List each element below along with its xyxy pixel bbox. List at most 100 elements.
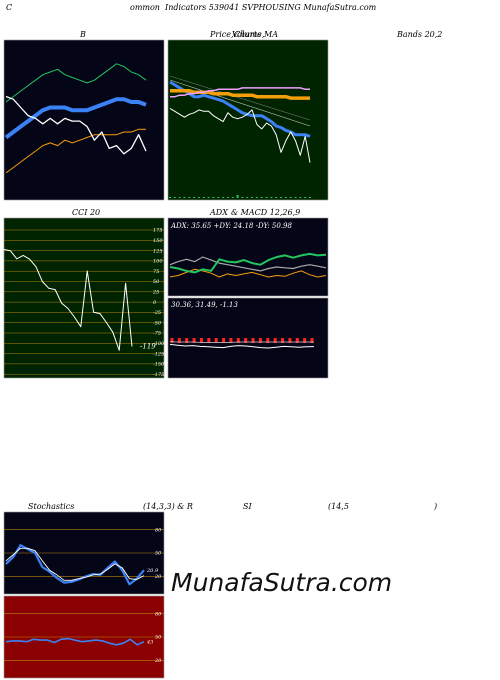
volume-bar [231, 197, 234, 198]
header-title: ommon Indicators 539041 SVPHOUSING Munaf… [130, 3, 377, 12]
volume-bar [270, 197, 273, 198]
trend-line-1 [169, 79, 311, 127]
cci-tick-label: 100 [153, 259, 163, 265]
volume-bar [265, 197, 268, 198]
rsi-title: SI [243, 502, 252, 511]
volume-bar [193, 197, 196, 198]
macd-histogram-bar [177, 338, 181, 343]
rsi-tick-label: 20 [154, 658, 162, 664]
cci-tick-label: -50 [153, 320, 162, 326]
cci-tick-label: 0 [153, 300, 157, 306]
adx-readout: ADX: 35.65 +DY: 24.18 -DY: 50.98 [170, 222, 292, 230]
price-title: Price, [210, 30, 234, 39]
rsi-tick-label: 80 [155, 611, 162, 617]
volume-bar [309, 197, 311, 198]
macd-histogram-bar [199, 338, 203, 343]
plus-di-line [169, 268, 327, 278]
volume-bar [275, 197, 278, 198]
bollinger-middle-line [4, 97, 147, 140]
macd-histogram-bar [185, 338, 189, 343]
stoch-tick-label: 20 [154, 574, 162, 580]
bollinger-lower-line [5, 128, 146, 174]
macd-readout: 30.36, 31.49, -1.13 [171, 301, 238, 309]
volume-bar [241, 197, 244, 198]
volume-bar [289, 197, 292, 198]
ma-fast-line [169, 80, 311, 138]
ma-mid-line [170, 89, 310, 100]
cci-tick-label: 75 [153, 269, 159, 275]
volume-bar [188, 197, 191, 198]
volume-bar [222, 197, 225, 198]
macd-histogram-bar [229, 338, 233, 343]
bands-title: B [80, 30, 86, 39]
macd-histogram-bar [266, 338, 270, 343]
cci-tick-label: -25 [153, 310, 161, 316]
volume-bar [304, 197, 307, 198]
volume-bar [260, 197, 263, 198]
cci-tick-label: 50 [153, 279, 160, 285]
macd-histogram-bar [251, 338, 255, 343]
minus-di-line [169, 252, 327, 274]
macd-line [169, 343, 315, 349]
volume-bar [226, 197, 229, 198]
close-price-line [169, 107, 311, 163]
volume-bar [284, 197, 287, 198]
macd-histogram-bar [288, 338, 292, 343]
bollinger-price-line [5, 95, 147, 155]
macd-histogram-bar [207, 338, 211, 343]
stoch-param: (14,3,3) & R [143, 502, 193, 511]
stoch-k-line [5, 544, 145, 586]
adx-line [169, 256, 327, 272]
macd-histogram-bar [170, 338, 174, 343]
macd-histogram-bar [258, 338, 262, 343]
macd-histogram-bar [303, 338, 307, 343]
watermark: MunafaSutra.com [171, 568, 393, 597]
volume-bar [212, 197, 215, 198]
bollinger-upper-line [5, 63, 147, 103]
cci-line [3, 249, 133, 351]
cci-tick-label: 150 [153, 238, 163, 244]
cci-title: CCI 20 [72, 208, 101, 217]
rsi-param: (14,5 [328, 502, 349, 511]
volume-bar [173, 197, 176, 198]
macd-histogram-bar [192, 338, 196, 343]
volume-bar [251, 197, 254, 198]
cci-tick-label: 125 [153, 248, 163, 254]
stoch-tick-label: 50 [155, 551, 162, 557]
price-overlap-a: Volume, [232, 30, 265, 39]
adx-title: ADX [210, 208, 228, 217]
price-panel [167, 39, 329, 201]
volume-bar [217, 197, 220, 198]
volume-bar [246, 197, 249, 198]
cci-tick-label: 25 [152, 290, 159, 296]
macd-signal-line [169, 341, 314, 343]
volume-bar [169, 197, 171, 198]
bands-right-title: Bands 20,2 [397, 30, 443, 39]
stoch-last-value-label: 20.9 [146, 568, 159, 574]
ma-slow-line [170, 87, 310, 98]
rsi-last-value-label: 43 [146, 640, 153, 646]
volume-bar [207, 197, 210, 198]
volume-bar [255, 197, 258, 198]
macd-histogram-bar [281, 338, 285, 343]
macd-histogram-bar [236, 338, 240, 343]
volume-bar [178, 197, 181, 198]
cci-tick-label: -75 [153, 331, 161, 337]
volume-bar [294, 197, 297, 198]
macd-histogram-bar [222, 338, 226, 343]
volume-bar [197, 197, 200, 198]
stoch-title: Stochastics [28, 502, 75, 511]
trend-line-2 [169, 75, 311, 121]
cci-tick-label: -100 [153, 341, 165, 347]
macd-histogram-bar [295, 338, 299, 343]
macd-title: & MACD 12,26,9 [231, 208, 301, 217]
cci-last-value-label: -119 [140, 342, 156, 350]
stoch-d-line [5, 547, 145, 581]
volume-bar [280, 197, 283, 198]
macd-histogram-bar [273, 338, 277, 343]
rsi-close: ) [434, 502, 438, 511]
macd-histogram-bar [244, 338, 248, 343]
macd-histogram-bar [214, 338, 218, 343]
stoch-tick-label: 80 [155, 527, 162, 533]
